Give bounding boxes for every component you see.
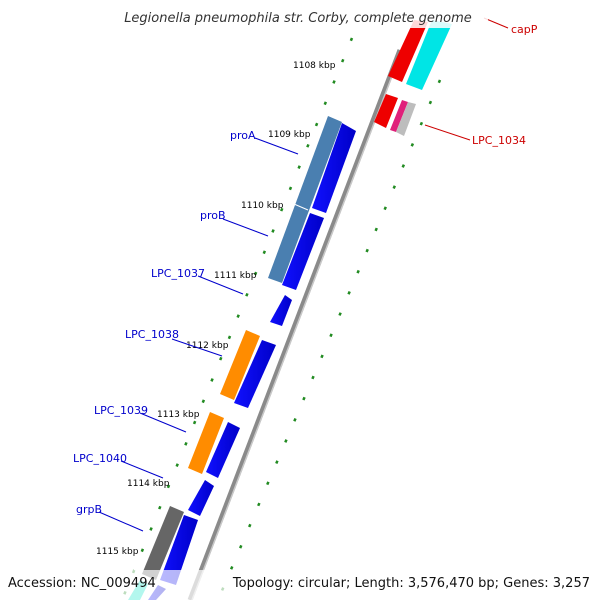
gene-grpb-cds[interactable] [160, 515, 198, 585]
gene-capp-cds[interactable] [388, 20, 428, 82]
gene-label-lpc1039[interactable]: LPC_1039 [94, 404, 148, 417]
gene-lpc1039-feature[interactable] [188, 412, 224, 474]
gene-label-grpb[interactable]: grpB [76, 503, 102, 516]
ruler-label-1110: 1110 kbp [241, 201, 284, 211]
gene-label-proa[interactable]: proA [230, 129, 256, 142]
ruler-label-1114: 1114 kbp [127, 479, 170, 489]
gene-proa-cds[interactable] [312, 123, 356, 213]
ruler-label-1115: 1115 kbp [96, 547, 139, 557]
gene-lpc1038-cds[interactable] [234, 340, 276, 408]
ruler-track-outer [216, 79, 442, 600]
ruler-label-1113: 1113 kbp [157, 410, 200, 420]
gene-labels-reverse: capP LPC_1034 [424, 17, 538, 147]
gene-lpc1039-cds[interactable] [206, 422, 240, 478]
gene-label-lpc1034[interactable]: LPC_1034 [472, 134, 526, 147]
ruler-label-1108: 1108 kbp [293, 61, 336, 71]
ruler-label-1112: 1112 kbp [186, 341, 229, 351]
gene-lpc1038-feature[interactable] [220, 330, 260, 400]
gene-lpc1034-feature[interactable] [390, 100, 408, 132]
gene-capp-feature[interactable] [406, 20, 452, 90]
gene-proa-feature[interactable] [268, 116, 342, 283]
gene-label-lpc1037[interactable]: LPC_1037 [151, 267, 205, 280]
gene-labels-forward: proA proB LPC_1037 LPC_1038 LPC_1039 LPC… [73, 129, 299, 532]
gene-track-forward-features [128, 116, 356, 600]
gene-lpc1034-grey[interactable] [396, 102, 416, 136]
genome-backbone [187, 49, 403, 600]
gene-label-lpc1038[interactable]: LPC_1038 [125, 328, 179, 341]
ruler-label-1111: 1111 kbp [214, 271, 257, 281]
ruler-labels: 1108 kbp 1109 kbp 1110 kbp 1111 kbp 1112… [96, 61, 336, 557]
genome-summary: Topology: circular; Length: 3,576,470 bp… [232, 576, 590, 591]
gene-track-reverse-features [374, 20, 452, 136]
gene-lpc1037-cds[interactable] [270, 295, 292, 326]
map-title: Legionella pneumophila str. Corby, compl… [124, 11, 472, 26]
accession-label: Accession: NC_009494 [8, 576, 156, 591]
gene-lpc1034-cds[interactable] [374, 94, 398, 128]
gene-label-lpc1040[interactable]: LPC_1040 [73, 452, 127, 465]
gene-label-capp[interactable]: capP [511, 23, 538, 36]
gene-label-prob[interactable]: proB [200, 209, 226, 222]
gene-prob-cds[interactable] [282, 213, 324, 290]
ruler-label-1109: 1109 kbp [268, 130, 311, 140]
gene-lpc1040-cds[interactable] [188, 480, 214, 516]
ruler-track-inner [120, 37, 354, 600]
gene-grpb-feature[interactable] [142, 506, 184, 580]
